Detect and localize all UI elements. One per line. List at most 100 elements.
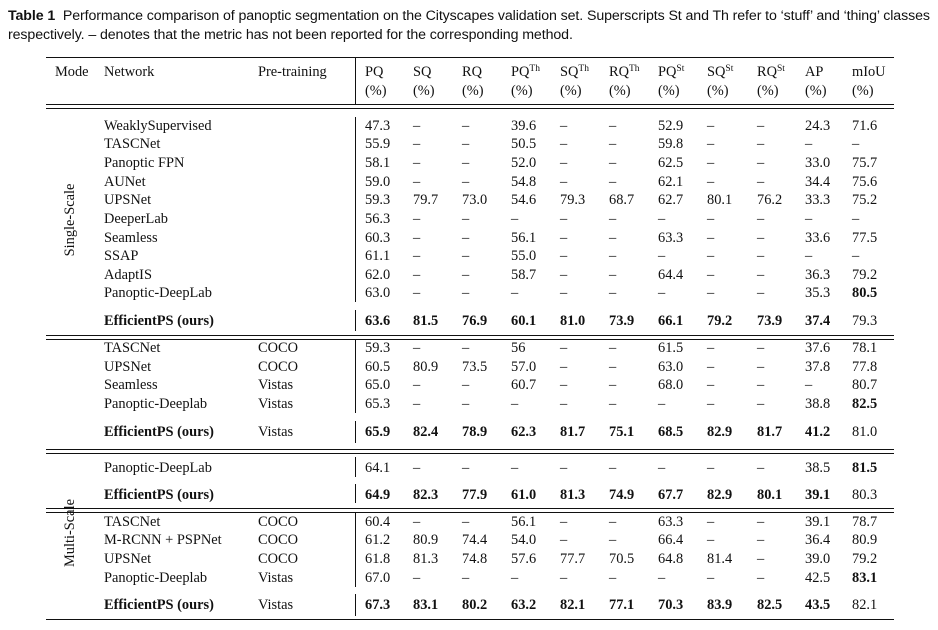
metric-value: 39.6 [511, 118, 537, 134]
metric-value: 71.6 [852, 118, 878, 134]
metric-value: 67.3 [365, 597, 391, 613]
metric-value: 82.1 [560, 597, 586, 613]
metric-value: 79.2 [852, 551, 878, 567]
metric-value: 73.5 [462, 359, 488, 375]
metric-value: 56.1 [511, 514, 537, 530]
metric-value: 80.7 [852, 377, 878, 393]
header-metric-unit: (%) [560, 83, 582, 99]
metric-value: – [707, 460, 715, 476]
metric-value: 52.0 [511, 155, 537, 171]
metric-value: 57.6 [511, 551, 537, 567]
column-separator [355, 457, 357, 477]
metric-value: 68.0 [658, 377, 684, 393]
header-metric-pq: PQ [365, 63, 383, 81]
metric-value: 81.5 [413, 313, 439, 329]
metric-value: – [462, 340, 470, 356]
metric-value: – [609, 155, 617, 171]
metric-value: 81.4 [707, 551, 733, 567]
metric-value: 34.4 [805, 174, 831, 190]
metric-value: 77.7 [560, 551, 586, 567]
metric-value: – [707, 174, 715, 190]
metric-value: 82.9 [707, 487, 733, 503]
column-separator [355, 117, 357, 302]
metric-value: 37.6 [805, 340, 831, 356]
network-name: Panoptic-Deeplab [104, 396, 208, 412]
metric-value: – [757, 551, 765, 567]
header-metric-ap: AP [805, 63, 823, 81]
network-name: M-RCNN + PSPNet [104, 532, 222, 548]
metric-value: – [805, 136, 813, 152]
metric-value: 54.6 [511, 192, 537, 208]
metric-value: 67.0 [365, 570, 391, 586]
network-name: EfficientPS (ours) [104, 487, 214, 503]
caption-label: Table 1 [8, 8, 56, 24]
metric-value: – [413, 460, 421, 476]
results-table: Mode Network Pre-training PQ (%) SQ (%) RQ (%) PQ… [46, 0, 894, 630]
header-metric-rq: RQ [462, 63, 482, 81]
metric-value: 63.0 [658, 359, 684, 375]
metric-value: 78.1 [852, 340, 878, 356]
metric-value: – [462, 174, 470, 190]
metric-value: – [560, 155, 568, 171]
metric-value: 80.9 [852, 532, 878, 548]
network-name: EfficientPS (ours) [104, 597, 214, 613]
pretraining-value: Vistas [258, 396, 294, 412]
column-separator [355, 594, 357, 616]
metric-value: 78.9 [462, 424, 488, 440]
metric-value: – [560, 285, 568, 301]
metric-name: PQ [658, 64, 677, 80]
metric-value: – [560, 532, 568, 548]
metric-value: 62.5 [658, 155, 684, 171]
header-metric-sq: SQ [413, 63, 431, 81]
header-metric-unit: (%) [707, 83, 729, 99]
network-name: Panoptic FPN [104, 155, 185, 171]
metric-value: 60.3 [365, 230, 391, 246]
metric-value: – [511, 211, 519, 227]
metric-value: – [413, 155, 421, 171]
metric-value: 79.2 [707, 313, 733, 329]
metric-value: – [560, 230, 568, 246]
metric-value: 59.3 [365, 340, 391, 356]
metric-value: – [609, 211, 617, 227]
metric-value: – [707, 532, 715, 548]
header-metric-unit: (%) [757, 83, 779, 99]
metric-value: – [462, 211, 470, 227]
metric-value: 35.3 [805, 285, 831, 301]
mode-double-rule-2 [46, 453, 894, 455]
metric-value: – [609, 285, 617, 301]
metric-value: – [805, 211, 813, 227]
metric-value: 82.5 [757, 597, 783, 613]
metric-value: 73.9 [609, 313, 635, 329]
metric-value: 60.4 [365, 514, 391, 530]
pretraining-value: COCO [258, 551, 298, 567]
network-name: AUNet [104, 174, 146, 190]
metric-value: – [757, 285, 765, 301]
metric-value: 37.4 [805, 313, 831, 329]
metric-value: 64.4 [658, 267, 684, 283]
metric-value: 77.8 [852, 359, 878, 375]
metric-value: – [413, 211, 421, 227]
metric-value: 81.3 [560, 487, 586, 503]
metric-name: mIoU [852, 64, 886, 80]
metric-value: – [560, 396, 568, 412]
metric-value: 36.4 [805, 532, 831, 548]
metric-value: 55.9 [365, 136, 391, 152]
metric-value: – [757, 267, 765, 283]
header-metric-unit: (%) [609, 83, 631, 99]
metric-value: 81.7 [560, 424, 586, 440]
column-separator [355, 310, 357, 331]
metric-value: – [462, 267, 470, 283]
table-caption: Table 1 Performance comparison of panopt… [8, 7, 933, 45]
metric-value: – [413, 285, 421, 301]
metric-superscript: St [777, 64, 785, 74]
metric-name: AP [805, 64, 824, 80]
metric-value: 62.3 [511, 424, 537, 440]
header-metric-unit: (%) [413, 83, 435, 99]
metric-value: – [707, 340, 715, 356]
column-separator [355, 421, 357, 443]
metric-value: – [757, 340, 765, 356]
metric-value: – [609, 396, 617, 412]
metric-value: – [413, 248, 421, 264]
section-rule-1b [46, 339, 894, 341]
column-separator [355, 58, 357, 104]
